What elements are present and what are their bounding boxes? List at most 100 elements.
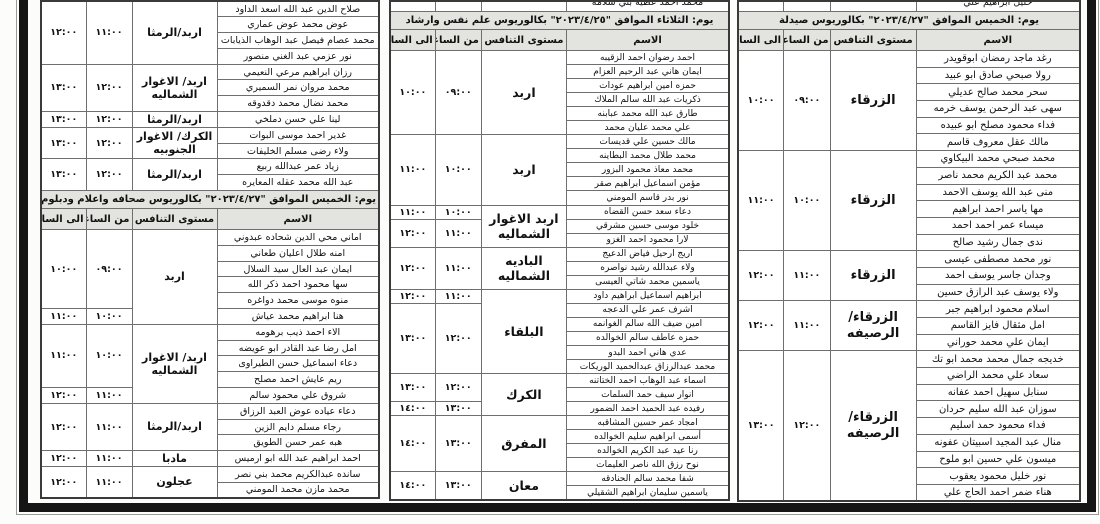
column-header-to: الى الساعة	[40, 208, 87, 231]
table-row: اسماء عبد الوهاب احمد الختاتنه الكرك ١٢:٠٠…	[389, 373, 730, 417]
name-cell: اسماء عبد الوهاب احمد الختاتنه	[566, 373, 730, 389]
level-cell: المفرق	[480, 415, 568, 473]
time-from-cell: ١٢:٠٠	[85, 111, 133, 128]
clipped-top-row: خليل ابراهيم علي	[737, 0, 1081, 12]
time-to-cell-empty	[737, 0, 785, 12]
name-cell: حمزه عاطف سالم الخوالده	[566, 330, 730, 346]
time-from-cell: ١١:٠٠	[85, 0, 133, 65]
name-cell: محمد معاذ محمود البزور	[566, 162, 730, 178]
time-to-cell-empty	[389, 0, 436, 12]
day-header-row: يوم: الخميس الموافق "٢٠٢٣/٤/٢٧" بكالوريو…	[40, 190, 380, 210]
table-row: رزان ابراهيم مرعي النعيمي اربد/ الاغوار ا…	[40, 63, 380, 113]
name-cell: منوه موسى محمد دواغره	[216, 292, 380, 310]
time-from-cell: ١٣:٠٠	[434, 415, 482, 473]
table-row: امين ضيف الله سالم الغوانمه	[390, 316, 730, 332]
name-cell: رولا صبحي صادق ابو عبيد	[915, 66, 1081, 85]
time-from-cell: ١٢:٠٠	[434, 302, 482, 375]
name-cell: احمد رضوان احمد الزقيبه	[566, 49, 730, 66]
table-row: غدير احمد موسى البوات الكرك/ الاغوار الجن…	[40, 126, 380, 160]
time-from-cell-empty	[783, 0, 831, 12]
time-from-cell: ١١:٠٠	[85, 450, 133, 468]
column-header-name: الاسم	[915, 29, 1081, 51]
time-to-cell: ١٤:٠٠	[389, 401, 436, 417]
table-row: اشرف عمر علي الدعجه ١٢:٠٠ ١٣:٠٠	[389, 302, 730, 375]
time-to-cell: ١٤:٠٠	[389, 415, 436, 473]
name-cell: ولاء عبدالله رشيد نواصره	[566, 260, 730, 276]
table-row: ياسمين محمد شاتي العيسى	[390, 274, 730, 290]
level-cell: اربد	[131, 229, 218, 325]
name-cell: علي محمد عليان محمد	[566, 120, 730, 136]
time-from-cell: ١١:٠٠	[85, 402, 133, 452]
name-cell: شروق علي محمود سالم	[216, 387, 380, 404]
clipped-top-row: محمد احمد عطيه بني سلامه	[389, 0, 730, 12]
time-to-cell: ١٣:٠٠	[389, 373, 436, 403]
table-row: رنا عيد عبد الكريم الخوالده	[390, 443, 730, 459]
name-cell: محمد مازن محمد المومني	[216, 481, 380, 499]
column-header-from: من الساعة	[434, 29, 482, 51]
time-to-cell: ١١:٠٠	[40, 323, 87, 389]
level-cell: الزرقاء	[829, 250, 917, 302]
time-to-cell: ١٠:٠٠	[389, 49, 436, 136]
name-cell: رزان ابراهيم مرعي النعيمي	[216, 63, 380, 81]
time-to-cell: ١٣:٠٠	[40, 111, 87, 128]
level-cell: الباديه الشماليه	[480, 246, 568, 290]
table-row: سهى عبد الرحمن يوسف خرمه	[738, 100, 1081, 118]
name-cell: ذكريات عبد الله سالم الملاك	[566, 92, 730, 108]
name-cell: انوار سيف حمد السلمات	[566, 387, 730, 403]
name-cell: مالك عقل معروف قاسم	[915, 133, 1081, 152]
level-cell: الزرقاء/الرصيفه	[829, 350, 917, 502]
time-to-cell: ١٢:٠٠	[40, 0, 87, 65]
name-cell: امل رضا عبد القادر ابو عويضه	[216, 339, 380, 357]
name-cell: طارق عبد الله محمد عبابنه	[566, 106, 730, 122]
time-from-cell: ١٠:٠٠	[434, 134, 482, 206]
name-cell: سحر محمد صالح عديلي	[915, 83, 1081, 102]
time-to-cell: ١٢:٠٠	[737, 250, 785, 302]
column-header-from: من الساعة	[85, 208, 133, 231]
level-cell: الزرقاء/الرصيفه	[829, 300, 917, 352]
time-from-cell: ١٢:٠٠	[85, 126, 133, 160]
time-from-cell: ١٠:٠٠	[85, 323, 133, 389]
name-cell: امجاد عمر حسين المشاقبه	[566, 415, 730, 431]
name-cell: عدي هاني احمد البدو	[566, 344, 730, 361]
time-from-cell: ٠٩:٠٠	[85, 229, 133, 310]
name-cell: سهى عبد الرحمن يوسف خرمه	[915, 100, 1081, 118]
table-row: محمد صبحي محمد البيكاوي الزرقاء ١٠:٠٠ ١١:٠٠	[737, 150, 1081, 252]
name-cell: سانده عبدالكريم محمد بني نصر	[216, 466, 380, 483]
day-header: يوم: الثلاثاء الموافق "٢٠٢٣/٤/٢٥" بكالور…	[389, 11, 730, 30]
time-to-cell: ١١:٠٠	[737, 150, 785, 252]
schedule-table-left: صلاح الدين عبد الله اسعد الداود اربد/الرم…	[40, 0, 380, 500]
schedule-table-middle: محمد احمد عطيه بني سلامه يوم: الثلاثاء ال…	[389, 0, 730, 501]
name-cell: رنا عيد عبد الكريم الخوالده	[566, 443, 730, 459]
name-cell: دعاء اسماعيل حسن الطيراوى	[216, 355, 380, 373]
column-header-level: مستوى التنافس	[480, 29, 568, 51]
name-cell: احمد ابراهيم عبد الله ابو ارميس	[216, 450, 380, 468]
table-row: الاء احمد ذيب برهومه اربد/ الاغوار الشمال…	[40, 323, 380, 404]
name-cell: رغد ماجد رمضان ابوقويدر	[915, 50, 1081, 68]
table-row: احمد رضوان احمد الزقيبه اربد ٠٩:٠٠ ١٠:٠٠	[389, 49, 730, 136]
table-row: احمد ابراهيم عبد الله ابو ارميس مادبا ١١:٠…	[40, 450, 380, 468]
name-cell: فداء محمود حمد اسليم	[915, 417, 1081, 435]
table-row: خديجه جمال محمد محمد ابو تك الزرقاء/الرصي…	[737, 350, 1081, 502]
time-to-cell: ١٢:٠٠	[389, 218, 436, 248]
time-from-cell: ١١:٠٠	[434, 288, 482, 304]
time-to-cell: ١٢:٠٠	[389, 288, 436, 304]
column-header-level: مستوى التنافس	[131, 208, 218, 231]
table-row: مالك حسين علي قديسات اربد ١٠:٠٠ ١١:٠٠	[389, 134, 730, 206]
level-cell: الكرك	[480, 373, 568, 417]
level-cell: الزرقاء	[829, 49, 917, 152]
name-cell: دعاء عياده عوض العبد الرزاق	[216, 402, 380, 420]
table-row: رولا صبحي صادق ابو عبيد	[738, 66, 1081, 85]
level-cell: الكرك/ الاغوار الجنوبيه	[131, 126, 218, 160]
table-row: شروق علي محمود سالم ١١:٠٠ ١٢:٠٠	[40, 387, 380, 404]
name-cell: محمد عبد الكريم محمد ناصر	[915, 166, 1081, 185]
table-row: أسمى ابراهيم سليم الخوالده	[390, 429, 730, 445]
time-to-cell: ١٣:٠٠	[389, 302, 436, 375]
name-cell: ميساء عمر احمد احمد	[915, 216, 1081, 235]
time-from-cell: ١١:٠٠	[783, 300, 831, 352]
time-to-cell: ١٣:٠٠	[40, 63, 87, 113]
level-cell: معان	[480, 471, 568, 501]
level-cell-empty	[480, 0, 568, 12]
name-cell: ولاء يوسف عبد الرازق حسين	[915, 283, 1081, 302]
